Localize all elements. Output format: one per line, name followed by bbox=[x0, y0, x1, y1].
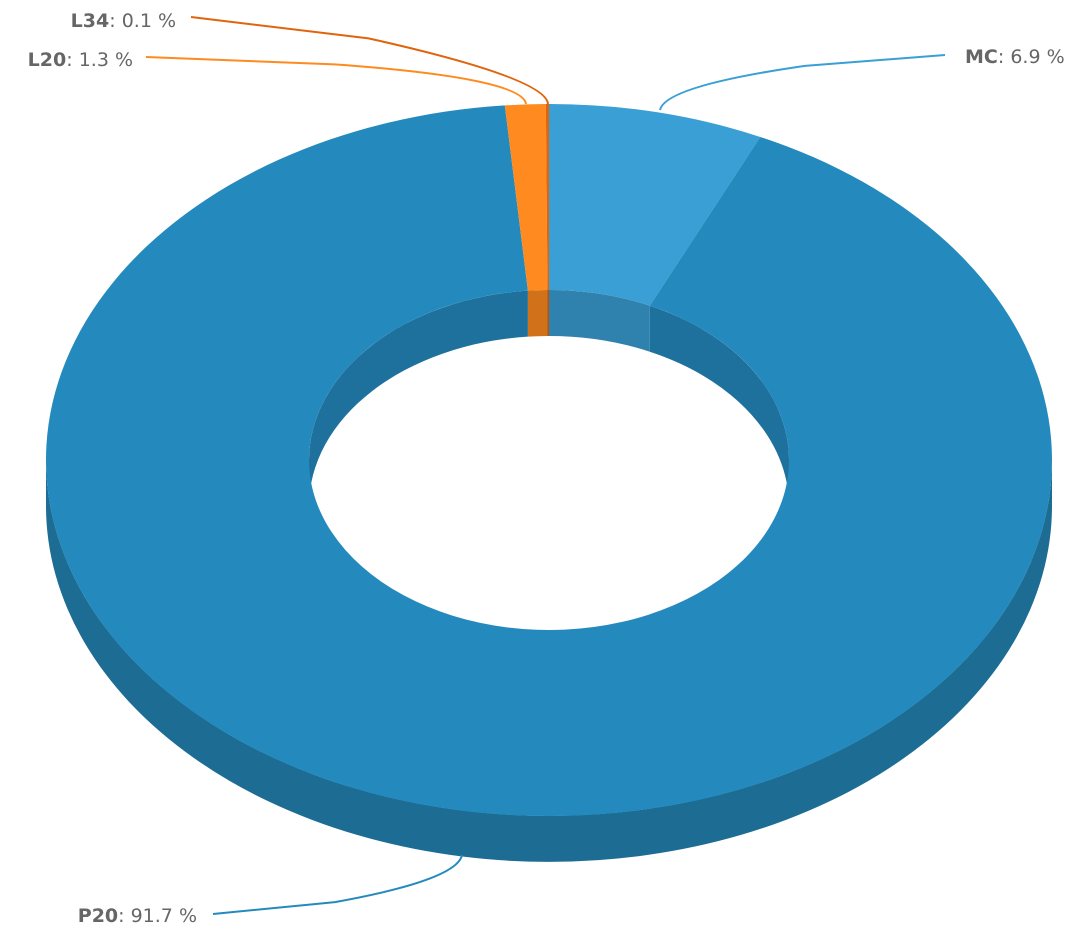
slice-p20[interactable] bbox=[45, 105, 1052, 817]
slice-inner-wall-l34 bbox=[547, 289, 549, 336]
slice-label-mc: MC: 6.9 % bbox=[965, 46, 1065, 68]
slice-label-p20-value: 91.7 % bbox=[131, 905, 197, 927]
slice-inner-wall-mc bbox=[549, 290, 650, 352]
slice-label-l20: L20: 1.3 % bbox=[28, 49, 133, 71]
slice-label-mc-value: 6.9 % bbox=[1010, 46, 1064, 68]
slice-label-l34: L34: 0.1 % bbox=[71, 10, 176, 32]
slice-label-l34-name: L34 bbox=[71, 10, 110, 32]
slice-inner-wall-p20 bbox=[309, 290, 528, 506]
donut-depth-layer bbox=[46, 289, 1052, 862]
slice-inner-wall-p20 bbox=[649, 305, 789, 506]
slice-label-mc-name: MC bbox=[965, 46, 998, 68]
slice-label-p20: P20: 91.7 % bbox=[78, 905, 197, 927]
slice-label-l20-value: 1.3 % bbox=[79, 49, 133, 71]
connector-line-l20 bbox=[145, 56, 527, 105]
connector-line-l34 bbox=[190, 16, 549, 105]
slice-label-p20-name: P20 bbox=[78, 905, 118, 927]
slice-label-l20-name: L20 bbox=[28, 49, 67, 71]
slice-label-l34-value: 0.1 % bbox=[122, 10, 176, 32]
donut-top-layer bbox=[45, 104, 1052, 817]
slice-mc[interactable] bbox=[549, 104, 761, 306]
slice-l34[interactable] bbox=[545, 104, 549, 290]
data-labels: MC: 6.9 % P20: 91.7 % L20: 1.3 % L34: 0.… bbox=[28, 10, 1065, 927]
connector-line-mc bbox=[659, 54, 946, 111]
slice-inner-wall-l20 bbox=[527, 290, 548, 337]
connector-line-p20 bbox=[212, 854, 463, 915]
slice-l20[interactable] bbox=[504, 104, 548, 291]
